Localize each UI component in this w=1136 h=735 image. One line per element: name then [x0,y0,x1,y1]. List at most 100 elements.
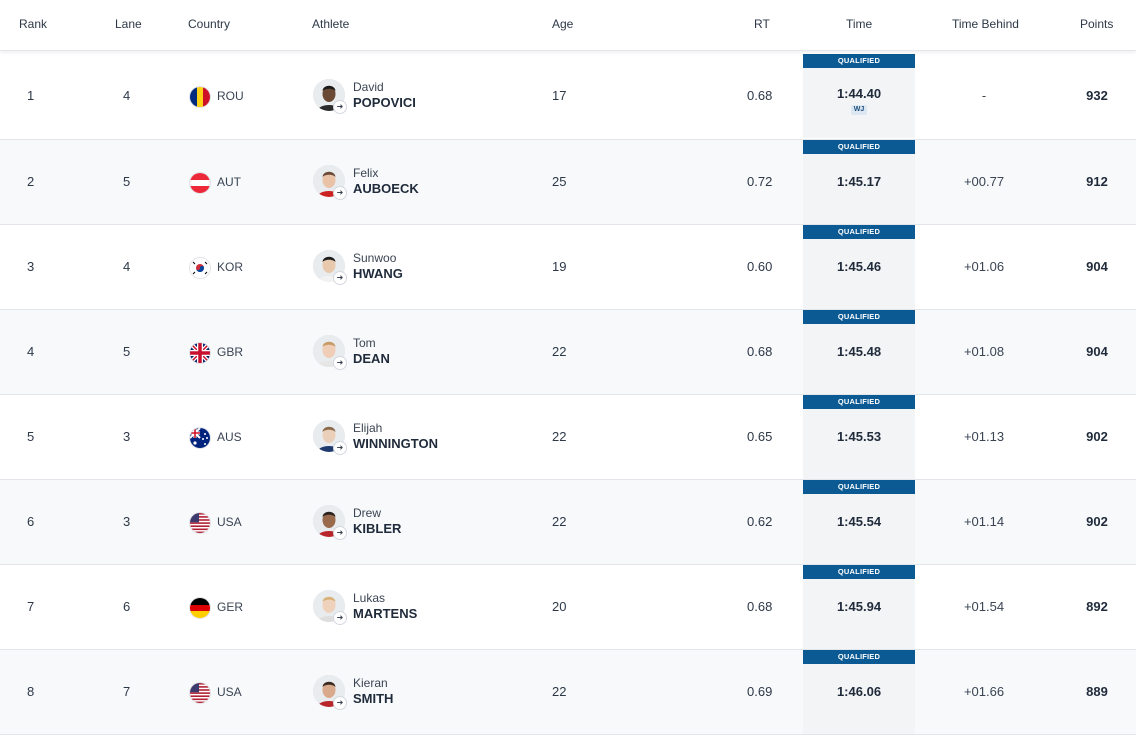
table-row[interactable]: 2 5 AUT ➜ Felix AUBOECK 25 0.72 QUALIFIED 1:45.17… [0,140,1136,225]
lane-value: 4 [123,88,131,103]
points-value: 904 [1086,344,1108,359]
qualified-badge: QUALIFIED [803,140,915,154]
country-code: AUT [217,175,241,189]
points-value: 902 [1086,429,1108,444]
time-cell: QUALIFIED 1:45.53 [803,395,915,479]
points-value: 889 [1086,684,1108,699]
time-behind-value: +01.08 [963,344,1005,359]
rank-value: 6 [27,514,35,529]
table-row[interactable]: 7 6 GER ➜ Lukas MARTENS 20 0.68 QUALIFIED 1:45.94… [0,565,1136,650]
arrow-right-icon[interactable]: ➜ [334,612,346,624]
athlete-first-name[interactable]: David [353,80,384,94]
points-value: 902 [1086,514,1108,529]
athlete-first-name[interactable]: Kieran [353,676,388,690]
table-body: 1 4 ROU ➜ David POPOVICI 17 0.68 QUALIFIED 1:44.4… [0,54,1136,735]
header-rt[interactable]: RT [754,17,770,31]
age-value: 22 [552,344,567,359]
header-age[interactable]: Age [552,17,574,31]
header-athlete[interactable]: Athlete [312,17,350,31]
qualified-badge: QUALIFIED [803,395,915,409]
table-row[interactable]: 5 3 AUS ➜ Elijah WINNINGTON 22 0.65 QUALIFIED 1:4… [0,395,1136,480]
age-value: 22 [552,429,567,444]
time-behind-value: +01.13 [963,429,1005,444]
time-behind-value: +01.06 [963,259,1005,274]
country-code: AUS [217,430,242,444]
qualified-badge: QUALIFIED [803,565,915,579]
country-code: GBR [217,345,244,359]
korea-flag-icon [190,258,210,278]
germany-flag-icon [190,598,210,618]
reaction-time-value: 0.68 [747,344,773,359]
qualified-badge: QUALIFIED [803,225,915,239]
athlete-avatar[interactable] [313,165,345,197]
points-value: 912 [1086,174,1108,189]
athlete-last-name[interactable]: DEAN [353,351,390,366]
time-value: 1:45.46 [836,259,882,274]
lane-value: 3 [123,429,131,444]
reaction-time-value: 0.65 [747,429,773,444]
athlete-last-name[interactable]: HWANG [353,266,403,281]
arrow-right-icon[interactable]: ➜ [334,527,346,539]
rank-value: 4 [27,344,35,359]
athlete-last-name[interactable]: KIBLER [353,521,402,536]
athlete-last-name[interactable]: SMITH [353,691,394,706]
arrow-right-icon[interactable]: ➜ [334,272,346,284]
header-time[interactable]: Time [846,17,873,31]
athlete-first-name[interactable]: Elijah [353,421,383,435]
athlete-first-name[interactable]: Drew [353,506,382,520]
arrow-right-icon[interactable]: ➜ [334,442,346,454]
header-rank[interactable]: Rank [19,17,48,31]
australia-flag-icon [190,428,210,448]
points-value: 932 [1086,88,1108,103]
age-value: 20 [552,599,567,614]
time-value: 1:45.94 [836,599,882,614]
country-code: GER [217,600,244,614]
arrow-right-icon[interactable]: ➜ [334,101,346,113]
rank-value: 5 [27,429,35,444]
reaction-time-value: 0.69 [747,684,773,699]
table-row[interactable]: 8 7 USA ➜ Kieran SMITH 22 0.69 QUALIFIED 1:46.06 +… [0,650,1136,735]
table-row[interactable]: 6 3 USA ➜ Drew KIBLER 22 0.62 QUALIFIED 1:45.54 +0… [0,480,1136,565]
age-value: 25 [552,174,567,189]
header-country[interactable]: Country [188,17,231,31]
time-cell: QUALIFIED 1:44.40 WJ [803,54,915,138]
age-value: 22 [552,514,567,529]
header-points[interactable]: Points [1080,17,1114,31]
points-value: 892 [1086,599,1108,614]
athlete-last-name[interactable]: AUBOECK [353,181,419,196]
lane-value: 4 [123,259,131,274]
reaction-time-value: 0.68 [747,88,773,103]
time-cell: QUALIFIED 1:45.17 [803,140,915,224]
arrow-right-icon[interactable]: ➜ [334,187,346,199]
rank-value: 2 [27,174,35,189]
time-value: 1:45.53 [836,429,882,444]
table-header: Rank Lane Country Athlete Age RT Time Ti… [0,0,1136,51]
country-code: KOR [217,260,244,274]
table-row[interactable]: 4 5 GBR ➜ Tom DEAN 22 0.68 QUALIFIED 1:45.48 +01.0… [0,310,1136,395]
time-value: 1:46.06 [836,684,882,699]
usa-flag-icon [190,513,210,533]
qualified-badge: QUALIFIED [803,650,915,664]
athlete-last-name[interactable]: POPOVICI [353,95,416,110]
arrow-right-icon[interactable]: ➜ [334,697,346,709]
athlete-first-name[interactable]: Sunwoo [353,251,397,265]
table-row[interactable]: 1 4 ROU ➜ David POPOVICI 17 0.68 QUALIFIED 1:44.4… [0,54,1136,140]
rank-value: 3 [27,259,35,274]
arrow-right-icon[interactable]: ➜ [334,357,346,369]
athlete-first-name[interactable]: Lukas [353,591,386,605]
country-code: USA [217,685,242,699]
header-time-behind[interactable]: Time Behind [952,17,1019,31]
athlete-last-name[interactable]: WINNINGTON [353,436,438,451]
table-row[interactable]: 3 4 KOR ➜ Sunwoo HWANG 19 0.60 QUALIFIED 1:45.46 +… [0,225,1136,310]
reaction-time-value: 0.62 [747,514,773,529]
lane-value: 7 [123,684,131,699]
world-junior-record-badge: WJ [851,105,867,115]
athlete-last-name[interactable]: MARTENS [353,606,418,621]
athlete-first-name[interactable]: Tom [353,336,376,350]
header-lane[interactable]: Lane [115,17,142,31]
time-value: 1:45.17 [836,174,882,189]
time-behind-value: +01.66 [963,684,1005,699]
time-cell: QUALIFIED 1:45.54 [803,480,915,564]
athlete-first-name[interactable]: Felix [353,166,379,180]
country-code: ROU [217,89,244,103]
